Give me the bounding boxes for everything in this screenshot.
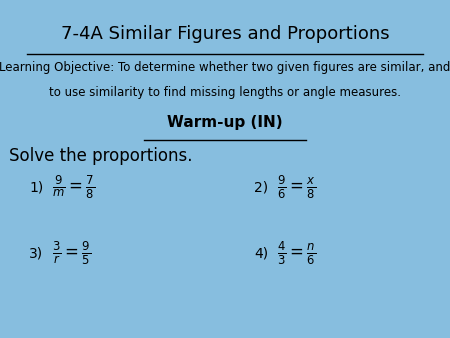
Text: $\frac{4}{3} = \frac{n}{6}$: $\frac{4}{3} = \frac{n}{6}$ xyxy=(277,240,316,267)
Text: Learning Objective: To determine whether two given figures are similar, and: Learning Objective: To determine whether… xyxy=(0,61,450,74)
Text: Solve the proportions.: Solve the proportions. xyxy=(9,147,193,165)
Text: Warm-up (IN): Warm-up (IN) xyxy=(167,115,283,130)
Text: $\frac{9}{m} = \frac{7}{8}$: $\frac{9}{m} = \frac{7}{8}$ xyxy=(52,174,95,201)
Text: $\frac{3}{r} = \frac{9}{5}$: $\frac{3}{r} = \frac{9}{5}$ xyxy=(52,240,91,267)
Text: 7-4A Similar Figures and Proportions: 7-4A Similar Figures and Proportions xyxy=(61,25,389,43)
Text: 2): 2) xyxy=(254,180,268,195)
Text: 3): 3) xyxy=(29,246,43,261)
Text: to use similarity to find missing lengths or angle measures.: to use similarity to find missing length… xyxy=(49,86,401,99)
Text: 1): 1) xyxy=(29,180,44,195)
Text: 4): 4) xyxy=(254,246,268,261)
Text: $\frac{9}{6} = \frac{x}{8}$: $\frac{9}{6} = \frac{x}{8}$ xyxy=(277,174,316,201)
